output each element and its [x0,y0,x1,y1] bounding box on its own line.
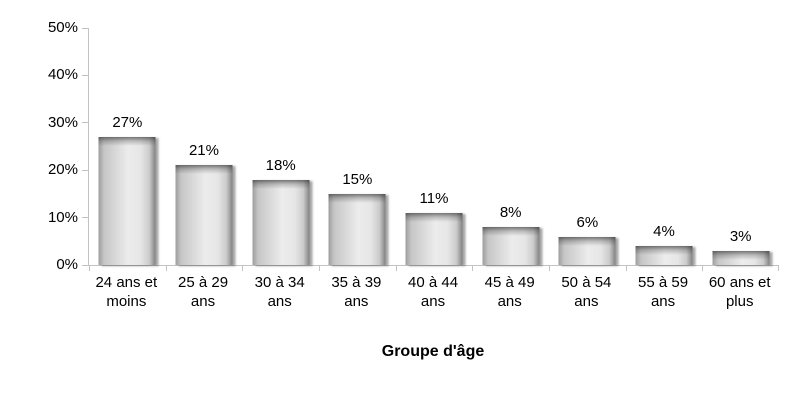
y-axis-tick-label: 20% [47,161,78,179]
category-label: 60 ans et plus [701,273,778,311]
category-label-line: moins [106,293,147,310]
y-axis-tick-label: 0% [56,256,78,273]
bar-value-label: 4% [653,223,675,241]
bar-value-label: 21% [188,142,219,160]
bar-value-label: 15% [342,170,373,188]
category-label-line: ans [574,293,599,310]
plot-area: 27% 21% 18% 15% 11% 8% 6% 4% 3% [82,27,779,271]
category-label-line: ans [190,293,216,310]
category-label: 50 à 54 ans [548,273,625,311]
bar-value-label: 3% [729,227,752,245]
y-axis-tick [82,169,88,171]
category-label-line: 45 à 49 [484,274,535,291]
bar-value-label: 6% [576,213,599,231]
x-axis-labels: 24 ans et moins 25 à 29 ans 30 à 34 ans 35 à 3… [88,273,778,311]
x-axis-tick [548,266,550,271]
bar-group: 6% [549,28,626,265]
category-label-line: ans [420,293,446,310]
y-axis-tick-label: 10% [47,208,78,226]
category-label-line: ans [497,293,522,310]
bar-value-label: 11% [419,189,449,207]
x-axis-tick [778,266,779,271]
bar-value-label: 27% [112,114,143,132]
x-axis-tick [395,266,397,271]
bar-group: 21% [166,28,243,265]
category-label-line: 60 ans et [708,274,771,291]
bar [328,193,386,265]
bar [558,236,616,265]
category-label-line: 24 ans et [95,274,158,291]
y-axis-labels: 0% 10% 20% 30% 40% 50% [0,19,78,273]
y-axis-tick [82,27,88,29]
bar-group: 8% [472,28,549,265]
y-axis-tick [82,74,88,76]
bar [98,137,156,265]
bar [405,212,463,265]
bar-value-label: 18% [265,156,296,174]
bar-group: 3% [702,28,779,265]
category-label-line: ans [650,293,676,310]
x-axis-tick [242,266,244,271]
category-label: 35 à 39 ans [318,273,395,311]
category-label-line: 25 à 29 [177,274,229,291]
category-label: 25 à 29 ans [165,273,242,311]
bar [482,227,540,265]
category-label-line: 35 à 39 [331,274,382,291]
bar [635,246,693,265]
category-label-line: 30 à 34 [254,274,305,291]
x-axis-tick [318,266,320,271]
bar-group: 18% [242,28,319,265]
x-axis-tick [702,266,704,271]
category-label-line: 40 à 44 [408,274,459,291]
x-axis-title: Groupe d'âge [381,343,485,360]
x-axis-tick [472,266,474,271]
category-label: 30 à 34 ans [241,273,318,311]
category-label: 40 à 44 ans [395,273,472,311]
bar-group: 27% [89,28,166,265]
bar-group: 11% [396,28,473,265]
y-axis-tick [82,217,88,219]
category-label: 24 ans et moins [88,273,165,311]
y-axis-tick-label: 30% [47,113,78,131]
bar-group: 4% [626,28,703,265]
category-label: 45 à 49 ans [471,273,548,311]
y-axis-tick-label: 40% [47,66,78,84]
category-label: 55 à 59 ans [625,273,702,311]
category-label-line: 55 à 59 [638,274,689,291]
category-label-line: ans [267,293,292,310]
y-axis-tick [82,122,88,124]
x-axis-tick [165,266,167,271]
category-label-line: 50 à 54 [561,274,612,291]
y-axis-tick-label: 50% [47,19,78,36]
bar-value-label: 8% [499,204,522,222]
y-axis-tick [82,264,88,266]
x-axis-tick [625,266,627,271]
bar-group: 15% [319,28,396,265]
category-label-line: plus [725,293,754,310]
category-label-line: ans [344,293,369,310]
bar [712,250,770,265]
x-axis-tick [89,266,90,271]
bar [252,179,310,265]
bar [175,165,233,265]
